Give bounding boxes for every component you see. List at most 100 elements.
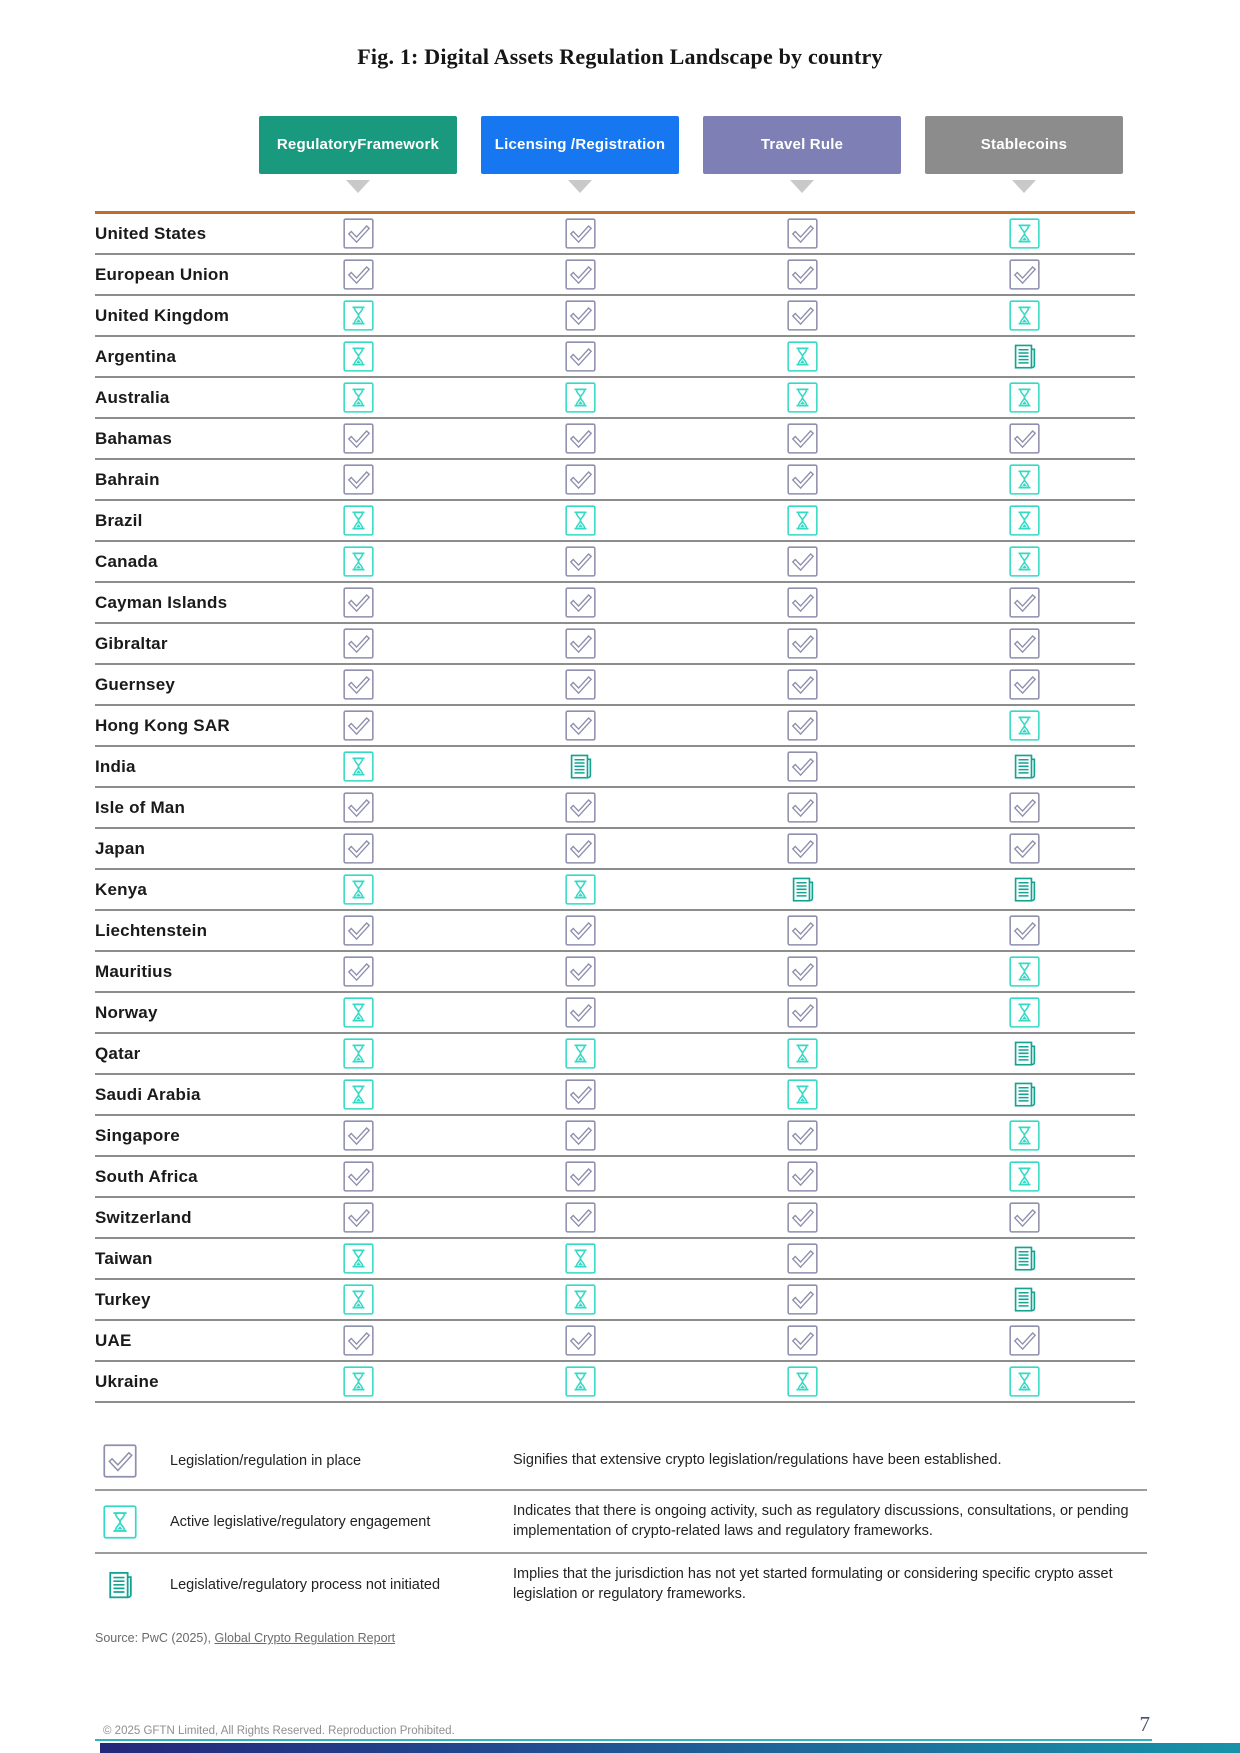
hourglass-icon xyxy=(913,1366,1135,1397)
checkmark-icon xyxy=(691,1243,913,1274)
table-row: Liechtenstein xyxy=(95,911,1135,952)
table-row: Turkey xyxy=(95,1280,1135,1321)
pointer-triangle-icon xyxy=(790,180,814,193)
document-icon xyxy=(913,874,1135,905)
checkmark-icon xyxy=(469,341,691,372)
checkmark-icon xyxy=(469,300,691,331)
checkmark-icon xyxy=(691,300,913,331)
legend: Legislation/regulation in place Signifies… xyxy=(95,1433,1147,1615)
hourglass-icon xyxy=(913,997,1135,1028)
checkmark-icon xyxy=(691,464,913,495)
checkmark-icon xyxy=(247,1120,469,1151)
document-icon xyxy=(691,874,913,905)
table-row: Australia xyxy=(95,378,1135,419)
checkmark-icon xyxy=(247,1202,469,1233)
hourglass-icon xyxy=(691,1079,913,1110)
checkmark-icon xyxy=(247,587,469,618)
hourglass-icon xyxy=(247,997,469,1028)
checkmark-icon xyxy=(247,259,469,290)
source-report-link[interactable]: Global Crypto Regulation Report xyxy=(214,1631,396,1646)
column-headers: Regulatory Framework Licensing / Registrati… xyxy=(95,116,1135,193)
hourglass-icon xyxy=(247,1366,469,1397)
checkmark-icon xyxy=(247,710,469,741)
legend-description: Indicates that there is ongoing activity… xyxy=(513,1503,1129,1539)
source-prefix: Source: PwC (2025), xyxy=(95,1631,215,1646)
checkmark-icon xyxy=(247,423,469,454)
column-header-label: Travel Rule xyxy=(703,116,901,174)
hourglass-icon xyxy=(469,1366,691,1397)
checkmark-icon xyxy=(913,669,1135,700)
column-header-licensing-registration: Licensing / Registration xyxy=(469,116,691,193)
legend-label: Legislative/regulatory process not initi… xyxy=(170,1576,441,1593)
checkmark-icon xyxy=(469,546,691,577)
table-row: Bahrain xyxy=(95,460,1135,501)
hourglass-icon xyxy=(247,751,469,782)
column-header-label: Stablecoins xyxy=(925,116,1123,174)
hourglass-icon xyxy=(691,1038,913,1069)
hourglass-icon xyxy=(913,464,1135,495)
table-row: Brazil xyxy=(95,501,1135,542)
legend-row: Legislation/regulation in place Signifies… xyxy=(95,1433,1147,1491)
column-header-label: Regulatory Framework xyxy=(259,116,457,174)
hourglass-icon xyxy=(913,546,1135,577)
checkmark-icon xyxy=(247,956,469,987)
country-label: Qatar xyxy=(95,1043,141,1063)
checkmark-icon xyxy=(913,833,1135,864)
checkmark-icon xyxy=(691,218,913,249)
checkmark-icon xyxy=(691,1325,913,1356)
table-row: Saudi Arabia xyxy=(95,1075,1135,1116)
checkmark-icon xyxy=(247,915,469,946)
hourglass-icon xyxy=(247,1243,469,1274)
checkmark-icon xyxy=(469,218,691,249)
table-row: Switzerland xyxy=(95,1198,1135,1239)
legend-description: Signifies that extensive crypto legislat… xyxy=(513,1452,1002,1469)
hourglass-icon xyxy=(913,505,1135,536)
country-label: India xyxy=(95,756,136,776)
checkmark-icon xyxy=(691,956,913,987)
table-row: Ukraine xyxy=(95,1362,1135,1403)
document-icon xyxy=(469,751,691,782)
checkmark-icon xyxy=(247,1161,469,1192)
checkmark-icon xyxy=(691,259,913,290)
checkmark-icon xyxy=(469,710,691,741)
hourglass-icon xyxy=(469,1038,691,1069)
country-label: UAE xyxy=(95,1330,132,1350)
table-row: Cayman Islands xyxy=(95,583,1135,624)
country-label: Brazil xyxy=(95,510,143,530)
checkmark-icon xyxy=(469,1202,691,1233)
hourglass-icon xyxy=(247,382,469,413)
checkmark-icon xyxy=(691,1284,913,1315)
country-label: Singapore xyxy=(95,1125,180,1145)
checkmark-icon xyxy=(469,833,691,864)
hourglass-icon xyxy=(247,1284,469,1315)
hourglass-icon xyxy=(691,1366,913,1397)
hourglass-icon xyxy=(469,1243,691,1274)
hourglass-icon xyxy=(247,341,469,372)
page-number: 7 xyxy=(1139,1712,1151,1736)
country-label: Bahamas xyxy=(95,428,172,448)
legend-row: Active legislative/regulatory engagement… xyxy=(95,1491,1147,1555)
regulation-table: Regulatory Framework Licensing / Registrati… xyxy=(95,116,1135,1403)
checkmark-icon xyxy=(691,587,913,618)
hourglass-icon xyxy=(913,956,1135,987)
checkmark-icon xyxy=(469,259,691,290)
column-header-label: Licensing / Registration xyxy=(481,116,679,174)
checkmark-icon xyxy=(469,1079,691,1110)
hourglass-icon xyxy=(691,341,913,372)
table-row: Guernsey xyxy=(95,665,1135,706)
checkmark-icon xyxy=(691,1161,913,1192)
country-label: Saudi Arabia xyxy=(95,1084,201,1104)
country-label: Switzerland xyxy=(95,1207,192,1227)
country-label: Mauritius xyxy=(95,961,173,981)
hourglass-icon xyxy=(247,1038,469,1069)
country-label: Australia xyxy=(95,387,170,407)
country-label: United States xyxy=(95,223,207,243)
document-icon xyxy=(913,751,1135,782)
checkmark-icon xyxy=(469,464,691,495)
country-label: Japan xyxy=(95,838,146,858)
country-label: Hong Kong SAR xyxy=(95,715,230,735)
table-row: UAE xyxy=(95,1321,1135,1362)
country-label: Liechtenstein xyxy=(95,920,208,940)
legend-row: Legislative/regulatory process not initi… xyxy=(95,1554,1147,1615)
country-label: Ukraine xyxy=(95,1371,159,1391)
